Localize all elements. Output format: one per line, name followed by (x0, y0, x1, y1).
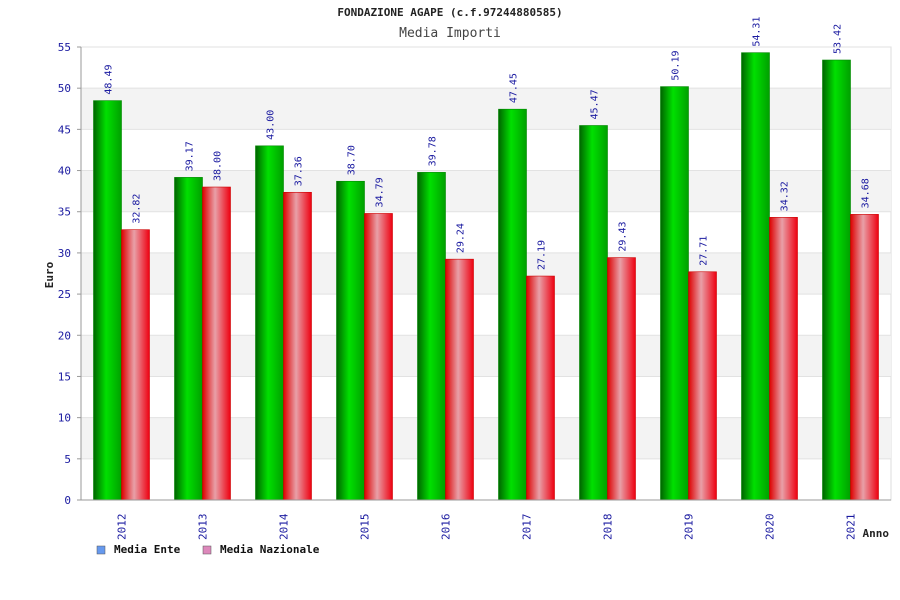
x-tick-label: 2014 (278, 513, 291, 540)
y-tick-label: 25 (58, 288, 71, 301)
bar-media-ente (417, 172, 446, 501)
x-tick-label: 2012 (116, 514, 129, 541)
bar-media-ente (498, 108, 527, 501)
data-label: 27.71 (699, 236, 710, 266)
bar-media-ente (579, 125, 608, 501)
x-axis-label: Anno (863, 527, 890, 540)
x-tick-label: 2021 (845, 514, 858, 541)
bar-media-ente (660, 86, 689, 501)
y-tick-label: 45 (58, 123, 71, 136)
y-tick-label: 50 (58, 82, 71, 95)
bar-media-ente (822, 59, 851, 501)
x-axis-ticks: 2012 2013 2014 2015 2016 2017 2018 2019 2020 2021 (116, 513, 858, 540)
x-tick-label: 2018 (602, 514, 615, 541)
data-label: 53.42 (833, 24, 844, 54)
y-axis-label: Euro (43, 261, 56, 288)
data-label: 39.78 (428, 136, 439, 166)
legend: Media Ente Media Nazionale (96, 543, 320, 556)
x-tick-label: 2016 (440, 514, 453, 541)
y-tick-label: 0 (64, 494, 71, 507)
x-tick-label: 2015 (359, 514, 372, 541)
x-tick-label: 2017 (521, 514, 534, 541)
data-label: 32.82 (132, 194, 143, 224)
legend-label-media-ente: Media Ente (114, 543, 181, 556)
bar-media-nazionale (121, 229, 150, 501)
data-label: 50.19 (671, 51, 682, 81)
data-label: 39.17 (185, 141, 196, 171)
data-label: 29.24 (456, 223, 467, 253)
data-label: 29.43 (618, 221, 629, 251)
bar-media-ente (255, 145, 284, 501)
legend-swatch-media-nazionale (202, 545, 212, 555)
data-label: 43.00 (266, 110, 277, 140)
data-label: 38.70 (347, 145, 358, 175)
data-labels: 48.49 32.82 39.17 38.00 43.00 37.36 38.70 34.79… (104, 17, 872, 270)
bar-media-ente (174, 177, 203, 501)
data-label: 48.49 (104, 65, 115, 95)
data-label: 54.31 (752, 17, 763, 47)
bar-media-ente (336, 180, 365, 501)
y-tick-label: 30 (58, 247, 71, 260)
bar-media-ente (93, 100, 122, 501)
data-label: 34.32 (780, 181, 791, 211)
legend-swatch-media-ente (96, 545, 106, 555)
y-tick-label: 10 (58, 412, 71, 425)
chart-subtitle: Media Importi (399, 26, 501, 41)
bar-media-nazionale (202, 186, 231, 501)
bar-media-nazionale (688, 271, 717, 501)
x-tick-label: 2020 (764, 514, 777, 541)
bar-media-nazionale (526, 275, 555, 501)
data-label: 34.79 (375, 177, 386, 207)
data-label: 37.36 (294, 156, 305, 186)
x-tick-label: 2019 (683, 514, 696, 541)
y-tick-label: 55 (58, 41, 71, 54)
y-tick-label: 15 (58, 370, 71, 383)
bar-media-nazionale (769, 217, 798, 501)
legend-label-media-nazionale: Media Nazionale (220, 543, 320, 556)
data-label: 27.19 (537, 240, 548, 270)
bar-media-nazionale (364, 213, 393, 501)
bar-media-nazionale (607, 257, 636, 501)
y-tick-label: 5 (64, 453, 71, 466)
y-tick-label: 20 (58, 329, 71, 342)
bar-media-ente (741, 52, 770, 501)
y-axis-ticks: 0 5 10 15 20 25 30 35 40 45 50 55 (58, 41, 81, 507)
data-label: 38.00 (213, 151, 224, 181)
data-label: 34.68 (861, 178, 872, 208)
y-tick-label: 35 (58, 206, 71, 219)
bar-media-nazionale (850, 214, 879, 501)
bar-media-nazionale (445, 258, 474, 501)
data-label: 45.47 (590, 89, 601, 119)
chart-title: FONDAZIONE AGAPE (c.f.97244880585) (337, 6, 562, 19)
y-tick-label: 40 (58, 165, 71, 178)
bar-media-nazionale (283, 191, 312, 501)
x-tick-label: 2013 (197, 514, 210, 541)
data-label: 47.45 (509, 73, 520, 103)
bar-marks (93, 52, 879, 501)
